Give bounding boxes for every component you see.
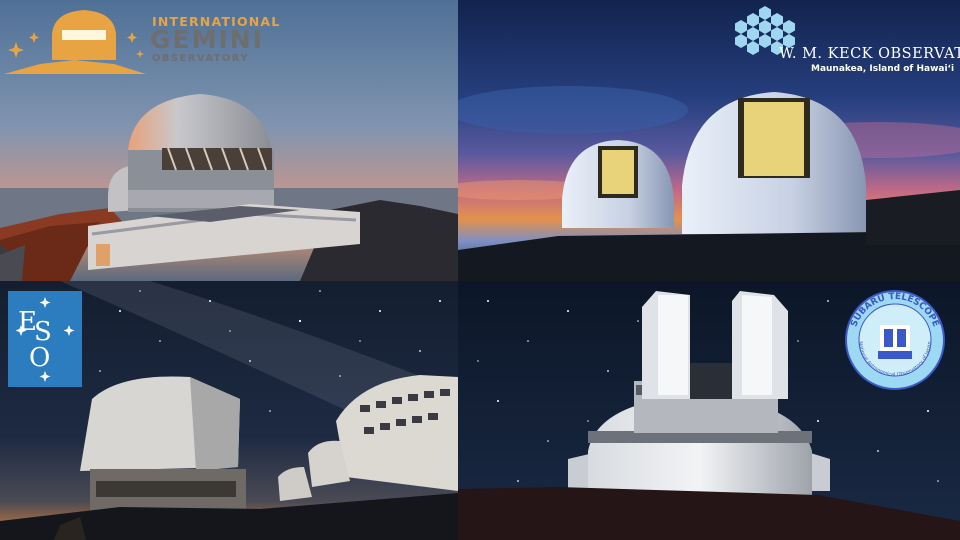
keck-logo-location: Maunakea, Island of Hawaiʻi bbox=[811, 64, 955, 74]
gemini-logo-line3: OBSERVATORY bbox=[152, 53, 249, 64]
gemini-scene bbox=[0, 0, 458, 281]
keck-logo-name: W. M. KECK OBSERVATORY bbox=[779, 46, 960, 62]
eso-logo-letters: E S O bbox=[10, 293, 80, 385]
dome-top bbox=[128, 94, 272, 150]
keck-hex-icon bbox=[735, 6, 795, 55]
gemini-logo-line1: INTERNATIONAL bbox=[152, 14, 281, 29]
keck-observatory-photo: W. M. KECK OBSERVATORY Maunakea, Island … bbox=[458, 0, 960, 281]
subaru-stars bbox=[477, 300, 939, 512]
vlt-enclosure-right bbox=[336, 375, 458, 491]
eso-logo-box bbox=[8, 291, 82, 387]
gemini-logo-line2: GEMINI bbox=[150, 25, 265, 54]
support-building bbox=[88, 204, 360, 270]
subaru-telescope-photo: SUBARU TELESCOPE National Astronomical O… bbox=[458, 281, 960, 540]
eso-letter-s: S bbox=[34, 317, 52, 347]
eso-letter-o: O bbox=[29, 343, 51, 373]
eso-vlt-photo: E S O bbox=[0, 281, 458, 540]
gemini-logo-mark bbox=[4, 10, 146, 74]
vlt-enclosure-middle bbox=[308, 440, 350, 487]
subaru-badge: SUBARU TELESCOPE National Astronomical O… bbox=[845, 290, 945, 390]
keck-scene bbox=[458, 0, 960, 281]
subaru-scene bbox=[458, 281, 960, 540]
eso-letter-e: E bbox=[18, 307, 37, 337]
gemini-observatory-photo: INTERNATIONAL GEMINI OBSERVATORY bbox=[0, 0, 458, 281]
